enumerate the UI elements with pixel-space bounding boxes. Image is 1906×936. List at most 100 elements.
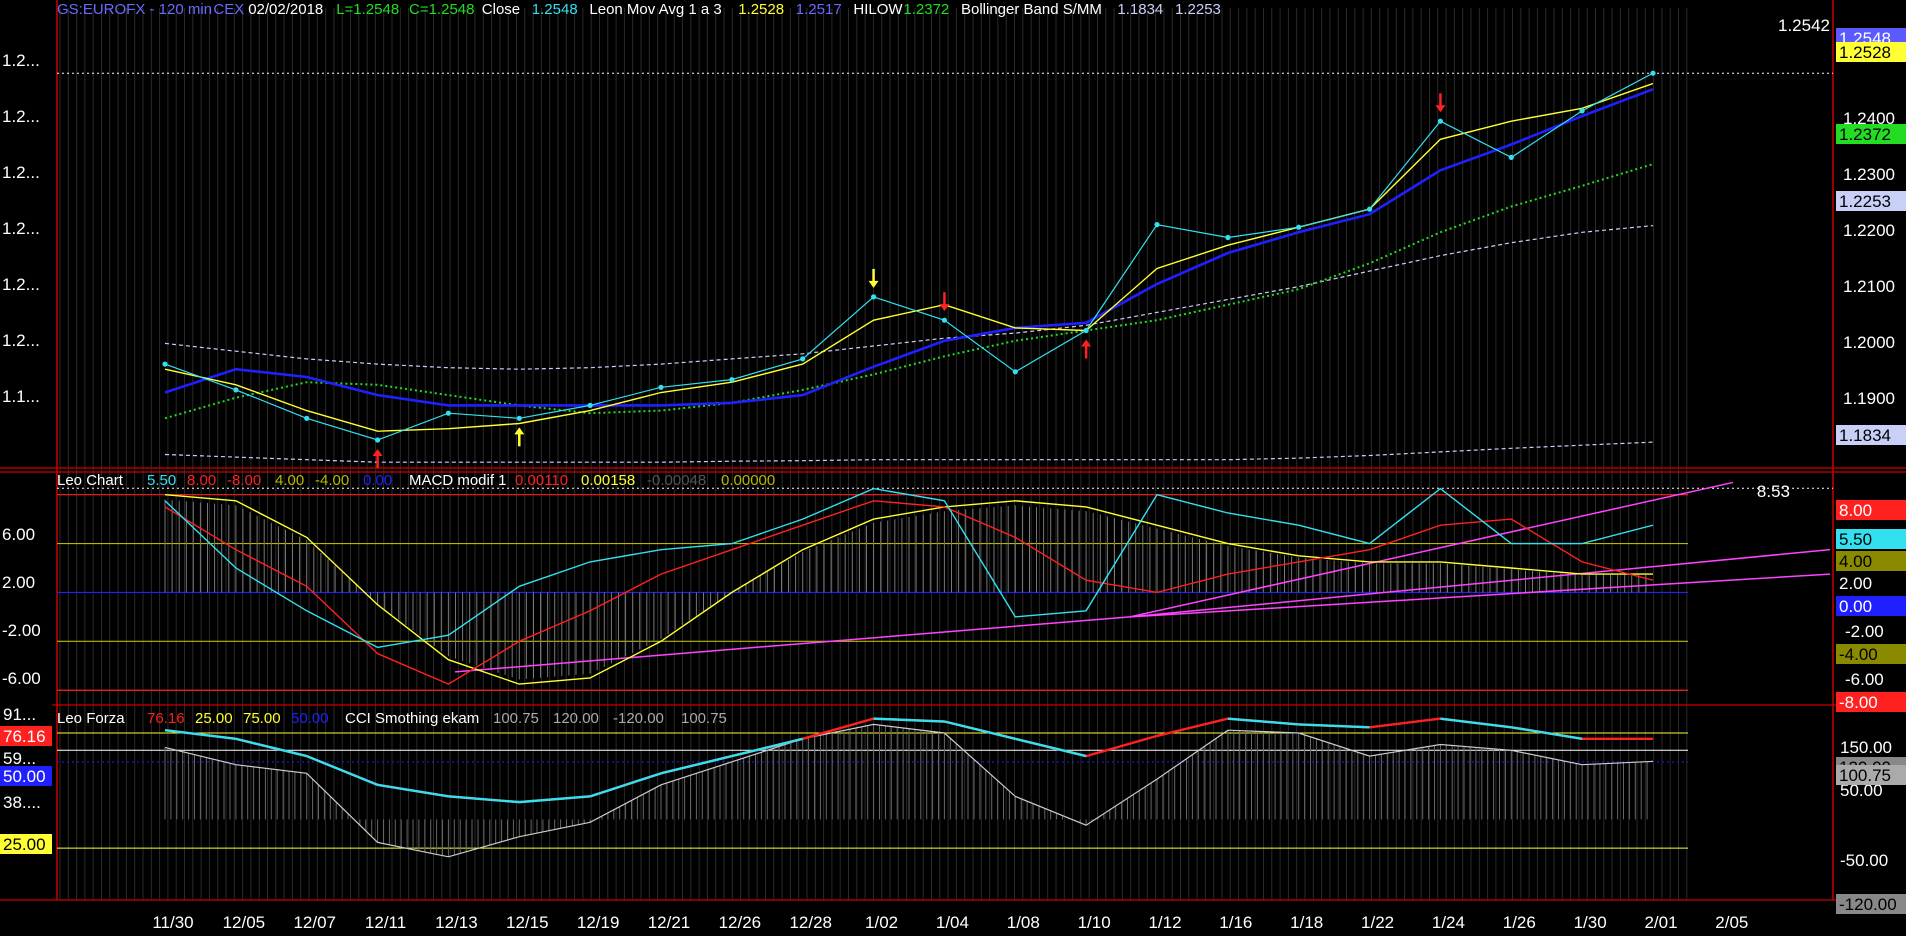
x-axis-label: 1/30 xyxy=(1574,913,1607,932)
header-legend-item: 1.2253 xyxy=(1175,1,1221,18)
header-legend-item: 1.2548 xyxy=(532,1,578,18)
price-left-tick: 1.2... xyxy=(2,275,40,294)
x-axis-label: 12/11 xyxy=(365,913,406,932)
macd-signal-line xyxy=(164,494,1653,685)
cci-left-label: 91... xyxy=(3,705,36,724)
x-axis-label: 12/26 xyxy=(719,913,762,932)
leo-forza-falling-segment xyxy=(164,728,237,740)
x-axis-label: 2/01 xyxy=(1644,913,1677,932)
price-right-tick: 1.2300 xyxy=(1843,165,1895,184)
close-price-point xyxy=(800,356,806,362)
price-tag-bg xyxy=(1836,425,1906,445)
oscillator-tag-bg xyxy=(1836,573,1906,593)
header-legend-item: C=1.2548 xyxy=(409,1,474,18)
hilow-line xyxy=(164,163,1654,420)
leo-forza-falling-segment xyxy=(235,737,307,758)
oscillator-tag: 4.00 xyxy=(1839,552,1872,571)
header-legend-item: Leon Mov Avg 1 a 3 xyxy=(589,1,721,18)
oscillator-tag: 2.00 xyxy=(1839,574,1872,593)
oscillator-tag: 0.00 xyxy=(1839,597,1872,616)
oscillator-tag-bg xyxy=(1836,644,1906,664)
trendline xyxy=(454,616,1131,673)
leo-forza-falling-segment xyxy=(731,737,803,758)
cci-legend-value: 76.16 xyxy=(147,710,185,727)
cci-legend-value: 50.00 xyxy=(291,710,329,727)
x-axis-label: 1/24 xyxy=(1432,913,1465,932)
leo-forza-falling-segment xyxy=(1227,717,1299,726)
cci-right-tick: 50.00 xyxy=(1840,781,1883,800)
price-tag: 1.2528 xyxy=(1839,43,1891,62)
price-right-tick: 1.2000 xyxy=(1843,333,1895,352)
cci-left-label: 59... xyxy=(3,749,36,768)
cci-tag: 100.75 xyxy=(1839,766,1891,785)
cci-left-label: 25.00 xyxy=(3,835,46,854)
close-price-point xyxy=(1012,369,1018,375)
cci-tag: -120.00 xyxy=(1839,895,1897,914)
trendline xyxy=(1129,481,1734,618)
price-tag-bg xyxy=(1836,42,1906,62)
oscillator-tag: -8.00 xyxy=(1839,693,1878,712)
price-left-tick: 1.2... xyxy=(2,107,40,126)
header-legend-item: HILOW xyxy=(853,1,903,18)
leo-forza-falling-segment xyxy=(1440,717,1512,729)
cci-legend-name: Leo Forza xyxy=(57,710,125,727)
x-axis-label: 12/07 xyxy=(293,913,336,932)
oscillator-legend-value: 8.00 xyxy=(187,472,216,489)
oscillator-legend-value: -8.00 xyxy=(227,472,261,489)
close-price-point xyxy=(304,415,310,421)
x-axis-label: 2/05 xyxy=(1715,913,1748,932)
close-price-point xyxy=(658,384,664,390)
macd-legend-name: MACD modif 1 xyxy=(409,472,507,489)
header-legend-item: Bollinger Band S/MM xyxy=(961,1,1102,18)
header-legend-item: CEX xyxy=(213,1,244,18)
oscillator-legend-name: Leo Chart xyxy=(57,472,124,489)
oscillator-left-tick: 2.00 xyxy=(2,573,35,592)
cci-legend2-value: 100.75 xyxy=(681,710,727,727)
oscillator-tag-bg xyxy=(1836,551,1906,571)
oscillator-legend-value: 4.00 xyxy=(275,472,304,489)
price-right-tick: 1.2400 xyxy=(1843,109,1895,128)
oscillator-legend-value: -4.00 xyxy=(315,472,349,489)
x-axis-label: 1/04 xyxy=(936,913,969,932)
x-axis-label: 1/08 xyxy=(1007,913,1040,932)
oscillator-tag-bg xyxy=(1836,500,1906,520)
x-axis-label: 1/18 xyxy=(1290,913,1323,932)
close-price-point xyxy=(871,294,877,300)
cci-left-label-bg xyxy=(0,834,52,854)
x-axis-label: 1/22 xyxy=(1361,913,1394,932)
cci-left-label: 38.... xyxy=(3,793,41,812)
macd-legend-value: 0.00000 xyxy=(721,472,775,489)
cci-legend2-value: 120.00 xyxy=(553,710,599,727)
oscillator-left-tick: -2.00 xyxy=(2,621,41,640)
x-axis-label: 12/19 xyxy=(577,913,620,932)
x-axis-label: 1/16 xyxy=(1219,913,1252,932)
close-price-point xyxy=(941,317,948,323)
close-price-point xyxy=(1579,108,1585,114)
header-legend-item: L=1.2548 xyxy=(336,1,399,18)
price-left-tick: 1.2... xyxy=(2,163,40,182)
cci-left-label-bg xyxy=(0,704,52,724)
bollinger-lower-line xyxy=(164,441,1654,463)
leo-forza-falling-segment xyxy=(1298,723,1370,729)
bollinger-upper-line xyxy=(164,225,1654,370)
cci-left-label-bg xyxy=(0,792,52,812)
header-legend-item: 1.2372 xyxy=(903,1,949,18)
x-axis-label: 12/05 xyxy=(223,913,266,932)
leo-forza-falling-segment xyxy=(377,783,449,798)
x-axis-label: 12/15 xyxy=(506,913,549,932)
close-price-point xyxy=(1083,327,1089,334)
macd-line xyxy=(164,500,1654,685)
buy-signal-arrow-head xyxy=(514,427,525,435)
price-tag-bg xyxy=(1836,124,1906,144)
x-axis-label: 12/13 xyxy=(435,913,478,932)
cci-line xyxy=(164,723,1654,858)
oscillator-top-marker: 8.53 xyxy=(1757,482,1790,501)
buy-signal-arrow-head xyxy=(372,449,383,457)
close-price-point xyxy=(1508,154,1514,160)
oscillator-left-tick: 6.00 xyxy=(2,525,35,544)
price-tag-bg xyxy=(1836,191,1906,211)
moving-average-yellow-line xyxy=(164,82,1654,432)
price-left-tick: 1.1... xyxy=(2,387,40,406)
price-tag: 1.1834 xyxy=(1839,426,1891,445)
